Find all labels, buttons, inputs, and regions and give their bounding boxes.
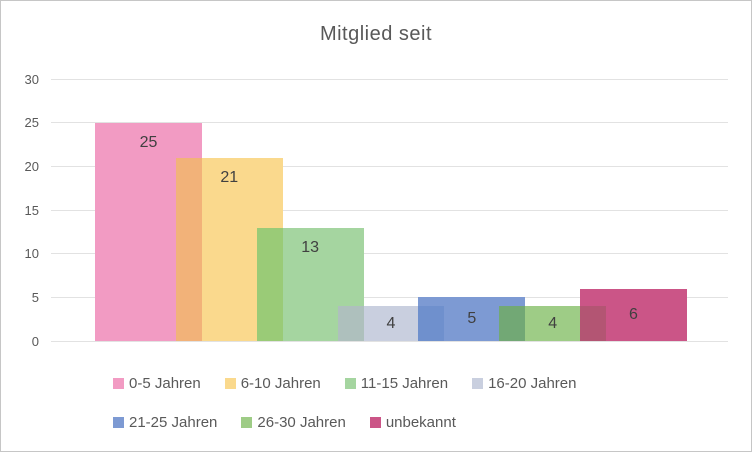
data-label-21-25-jahren: 5 [467,310,477,328]
legend-swatch-icon [344,377,356,389]
bar-overlap-6-10-jahren [175,157,202,341]
legend-item-11-15-jahren[interactable]: 11-15 Jahren [344,373,449,393]
bar-overlap-21-25-jahren [418,306,445,341]
chart-title: Mitglied seit [319,23,433,45]
gridline-10 [51,253,728,255]
legend-item-0-5-jahren[interactable]: 0-5 Jahren [113,373,201,393]
legend-swatch-icon [369,416,381,428]
legend-label: 0-5 Jahren [129,374,201,392]
gridline-30 [51,78,728,80]
bar-overlap-unbekannt [580,306,606,341]
y-tick-label-5: 5 [31,289,39,305]
legend-item-26-30-jahren[interactable]: 26-30 Jahren [241,412,346,432]
y-tick-label-30: 30 [24,71,39,87]
y-tick-label-10: 10 [24,246,39,262]
legend-swatch-icon [113,416,124,428]
bar-overlap-16-20-jahren [337,306,364,341]
legend-label: 6-10 Jahren [240,374,321,392]
gridline-25 [51,122,728,124]
y-tick-label-25: 25 [24,115,39,131]
data-label-26-30-jahren: 4 [548,314,558,332]
gridline-15 [51,209,728,211]
gridline-0 [51,340,728,342]
legend-label: 16-20 Jahren [488,374,577,392]
data-label-16-20-jahren: 4 [386,314,396,332]
y-tick-label-15: 15 [24,202,39,218]
data-label-6-10-jahren: 21 [220,168,239,186]
legend-swatch-icon [113,377,124,389]
legend-label: 26-30 Jahren [257,413,346,431]
bar-overlap-26-30-jahren [499,306,526,341]
legend-swatch-icon [241,416,253,428]
legend-swatch-icon [224,377,236,389]
legend-item-21-25-jahren[interactable]: 21-25 Jahren [113,412,217,432]
legend-label: unbekannt [385,413,456,431]
data-label-0-5-jahren: 25 [139,133,158,151]
legend-item-unbekannt[interactable]: unbekannt [369,412,456,432]
data-label-11-15-jahren: 13 [301,238,320,256]
legend-item-6-10-jahren[interactable]: 6-10 Jahren [224,373,321,393]
legend-label: 21-25 Jahren [129,413,218,431]
y-tick-label-20: 20 [24,158,39,174]
bar-unbekannt[interactable]: 6 [580,288,687,341]
gridline-5 [51,296,728,298]
legend-swatch-icon [472,377,484,389]
gridline-20 [51,165,728,167]
bar-overlap-11-15-jahren [256,227,283,341]
legend: 0-5 Jahren 6-10 Jahren 11-15 Jahren 16-20 J… [113,373,673,432]
legend-item-16-20-jahren[interactable]: 16-20 Jahren [472,373,576,393]
legend-label: 11-15 Jahren [360,374,449,392]
y-tick-label-0: 0 [31,333,39,349]
data-label-unbekannt: 6 [629,305,638,323]
